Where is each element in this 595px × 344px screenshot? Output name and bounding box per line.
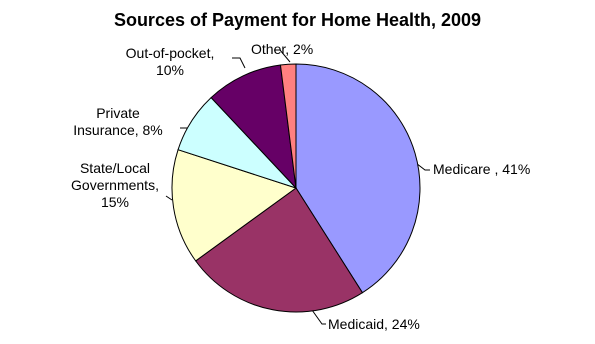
pie-slice xyxy=(210,64,297,190)
slice-label: Other, 2% xyxy=(251,41,314,57)
leader-line xyxy=(274,49,291,63)
slice-label: Medicare , 41% xyxy=(433,161,531,177)
leader-line xyxy=(311,309,326,325)
slice-label: Out-of-pocket, 10% xyxy=(125,45,215,78)
chart-title: Sources of Payment for Home Health, 2009 xyxy=(113,10,482,30)
pie-slice xyxy=(295,63,421,294)
slice-label: Medicaid, 24% xyxy=(328,316,420,332)
leader-line xyxy=(232,57,246,69)
leader-line xyxy=(165,195,173,201)
pie-slice xyxy=(279,63,297,189)
slice-label: State/Local Governments, 15% xyxy=(71,160,159,210)
slice-label: Private Insurance, 8% xyxy=(73,105,163,138)
pie-slice xyxy=(171,149,298,262)
pie-slice xyxy=(194,187,364,313)
